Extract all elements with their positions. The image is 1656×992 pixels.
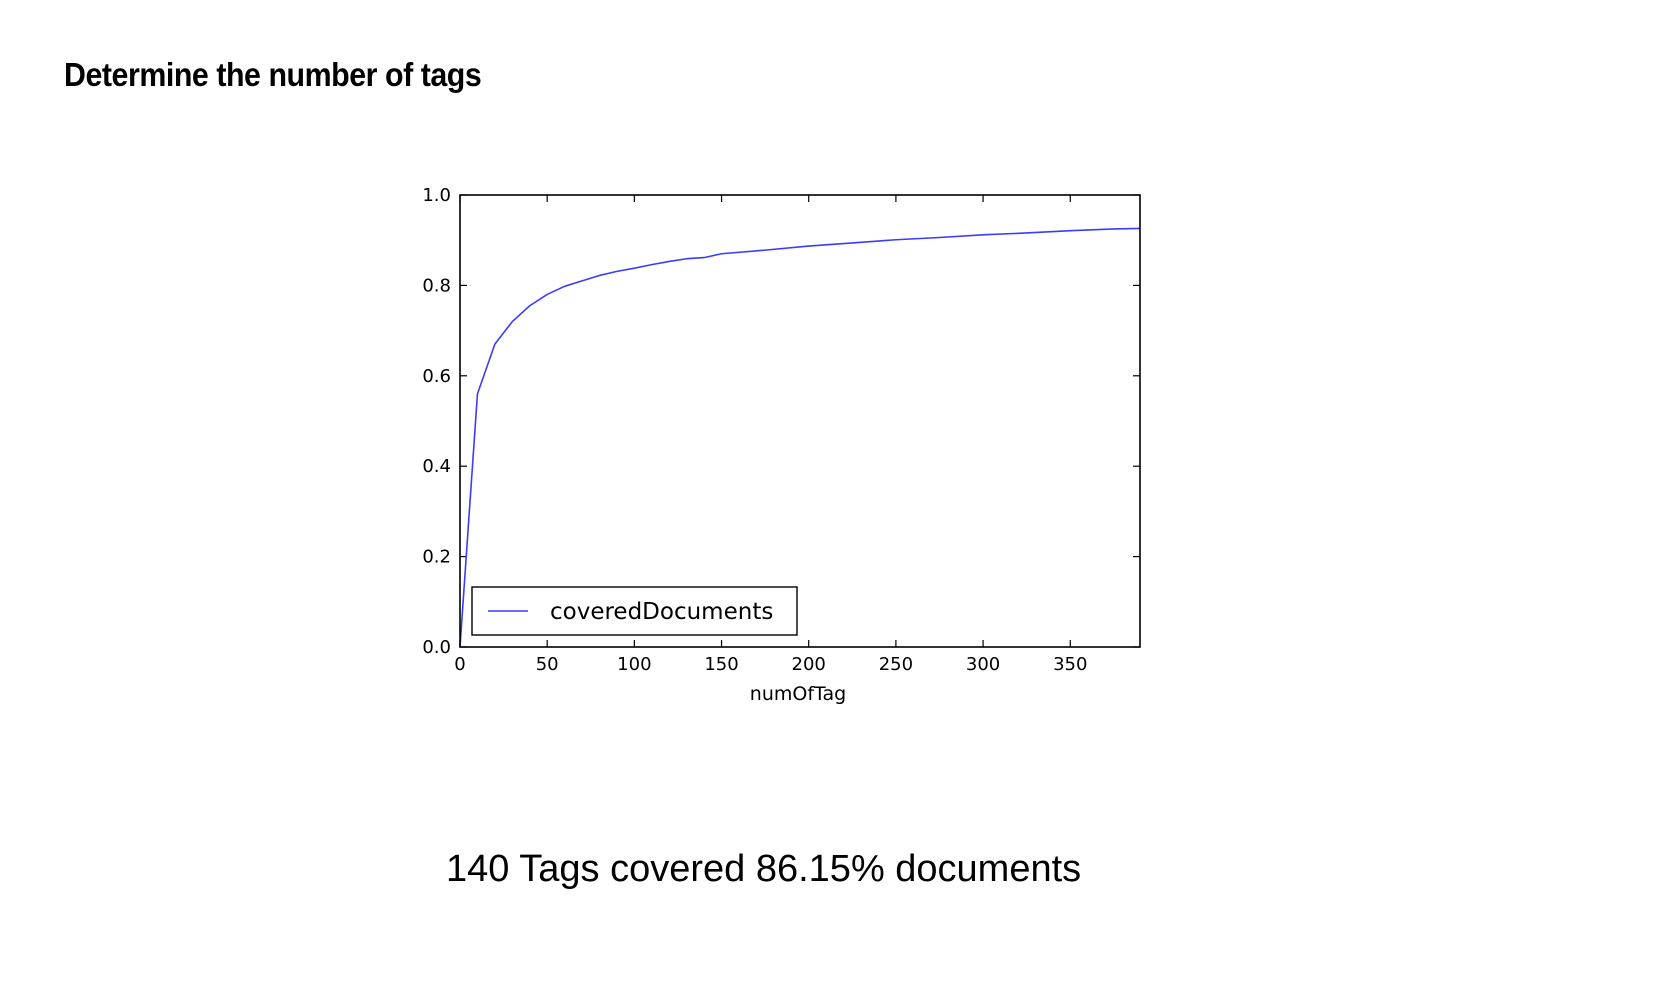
x-axis-label: numOfTag: [750, 683, 846, 705]
x-tick-label: 300: [966, 654, 1000, 675]
y-tick-label: 0.6: [422, 366, 451, 387]
y-tick-label: 0.0: [422, 637, 451, 658]
x-tick-label: 0: [454, 654, 465, 675]
series-line-covered-documents: [459, 227, 1141, 648]
caption: 140 Tags covered 86.15% documents: [446, 848, 1082, 890]
y-tick-label: 0.4: [422, 456, 451, 477]
y-tick-label: 0.8: [422, 275, 451, 296]
legend: coveredDocuments: [471, 586, 798, 636]
slide-title: Determine the number of tags: [64, 56, 482, 93]
x-tick-label: 150: [704, 654, 738, 675]
x-tick-label: 50: [536, 654, 559, 675]
x-tick-label: 250: [879, 654, 913, 675]
plot-frame: [459, 194, 1141, 648]
tick-labels: 0 50 100 150 200 250 300 350 0.0 0.2 0.4 0.6 0.8 1.0: [422, 185, 1087, 675]
chart: 0 50 100 150 200 250 300 350 0.0 0.2 0.4 0.6 0.8 1.0 …: [420, 180, 1240, 760]
x-tick-label: 100: [617, 654, 651, 675]
y-tick-label: 0.2: [422, 547, 451, 568]
line-chart: 0 50 100 150 200 250 300 3500.00.20.40.60.81.0 …: [422, 185, 1141, 705]
x-tick-label: 350: [1053, 654, 1087, 675]
y-tick-label: 1.0: [422, 185, 451, 206]
plot-background: [460, 195, 1140, 647]
legend-label: coveredDocuments: [550, 599, 773, 625]
x-tick-label: 200: [792, 654, 826, 675]
